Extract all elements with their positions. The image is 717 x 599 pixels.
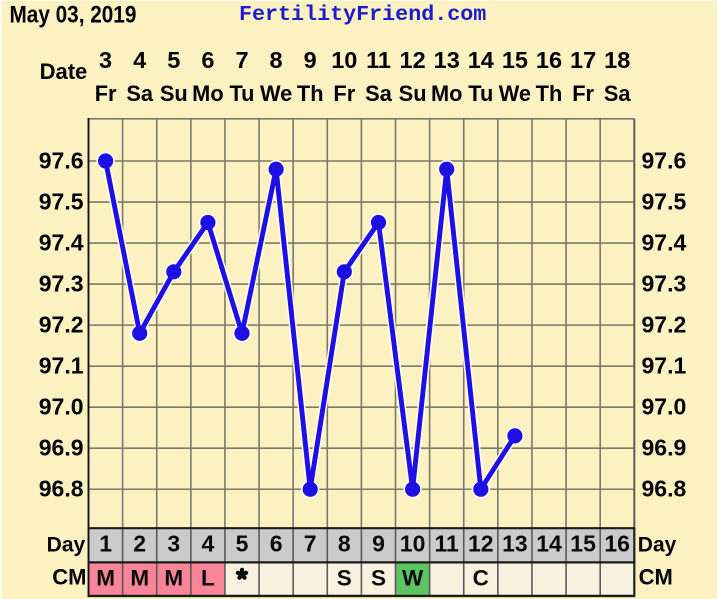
svg-text:13: 13: [502, 531, 528, 557]
svg-text:Tu: Tu: [468, 81, 493, 106]
svg-text:Sa: Sa: [365, 81, 393, 106]
svg-text:7: 7: [235, 47, 248, 73]
svg-text:9: 9: [372, 531, 385, 557]
svg-text:8: 8: [338, 531, 351, 557]
svg-text:15: 15: [570, 531, 596, 557]
svg-text:M: M: [96, 566, 115, 591]
svg-text:97.5: 97.5: [642, 188, 687, 214]
svg-text:Su: Su: [399, 81, 427, 106]
svg-text:3: 3: [167, 531, 180, 557]
svg-text:5: 5: [167, 47, 180, 73]
svg-text:Fr: Fr: [95, 81, 117, 106]
svg-text:96.8: 96.8: [642, 476, 687, 502]
svg-text:6: 6: [201, 47, 214, 73]
svg-text:C: C: [473, 566, 489, 591]
svg-text:7: 7: [304, 531, 317, 557]
svg-text:We: We: [260, 81, 292, 106]
svg-text:6: 6: [270, 531, 283, 557]
svg-text:CM: CM: [639, 564, 673, 589]
svg-text:CM: CM: [52, 564, 86, 589]
svg-text:Th: Th: [536, 81, 563, 106]
svg-text:Tu: Tu: [229, 81, 254, 106]
svg-text:Sa: Sa: [604, 81, 632, 106]
svg-text:18: 18: [604, 47, 630, 73]
svg-text:9: 9: [304, 47, 317, 73]
svg-text:97.2: 97.2: [39, 312, 84, 338]
svg-text:10: 10: [400, 531, 426, 557]
svg-text:5: 5: [236, 531, 249, 557]
svg-text:1: 1: [99, 531, 112, 557]
svg-text:17: 17: [570, 47, 596, 73]
svg-text:14: 14: [468, 47, 494, 73]
svg-text:3: 3: [99, 47, 112, 73]
svg-text:97.5: 97.5: [39, 188, 84, 214]
svg-text:Mo: Mo: [431, 81, 462, 106]
svg-text:Su: Su: [160, 81, 188, 106]
svg-text:Day: Day: [47, 534, 86, 557]
svg-text:12: 12: [400, 47, 426, 73]
svg-text:97.0: 97.0: [39, 394, 84, 420]
svg-text:8: 8: [270, 47, 283, 73]
svg-text:Fr: Fr: [333, 81, 355, 106]
svg-text:FertilityFriend.com: FertilityFriend.com: [239, 2, 486, 27]
svg-text:2: 2: [133, 531, 146, 557]
svg-text:Fr: Fr: [572, 81, 594, 106]
svg-text:S: S: [371, 566, 386, 591]
svg-text:97.4: 97.4: [642, 230, 687, 256]
svg-text:Date: Date: [40, 59, 88, 84]
svg-text:97.4: 97.4: [39, 230, 84, 256]
svg-text:14: 14: [536, 531, 562, 557]
svg-text:97.1: 97.1: [39, 353, 84, 379]
svg-text:4: 4: [133, 47, 146, 73]
svg-text:Th: Th: [297, 81, 324, 106]
svg-text:15: 15: [502, 47, 528, 73]
svg-text:M: M: [130, 566, 149, 591]
svg-text:12: 12: [468, 531, 494, 557]
svg-text:Mo: Mo: [192, 81, 223, 106]
svg-text:Day: Day: [638, 534, 677, 557]
svg-text:96.8: 96.8: [39, 476, 84, 502]
svg-text:97.3: 97.3: [642, 271, 687, 297]
svg-text:4: 4: [202, 531, 215, 557]
svg-text:96.9: 96.9: [642, 435, 687, 461]
svg-text:11: 11: [366, 47, 391, 73]
svg-text:97.0: 97.0: [642, 394, 687, 420]
svg-text:M: M: [164, 566, 183, 591]
svg-text:97.6: 97.6: [39, 147, 84, 173]
svg-text:We: We: [499, 81, 531, 106]
svg-text:L: L: [201, 566, 215, 591]
svg-text:16: 16: [536, 47, 562, 73]
svg-text:16: 16: [604, 531, 630, 557]
svg-text:97.3: 97.3: [39, 271, 84, 297]
svg-text:S: S: [337, 566, 352, 591]
svg-text:May 03, 2019: May 03, 2019: [10, 1, 137, 28]
svg-text:13: 13: [434, 47, 460, 73]
svg-text:Sa: Sa: [126, 81, 154, 106]
svg-text:97.2: 97.2: [642, 312, 687, 338]
svg-text:10: 10: [331, 47, 357, 73]
svg-text:97.6: 97.6: [642, 147, 687, 173]
svg-text:97.1: 97.1: [642, 353, 687, 379]
svg-text:11: 11: [435, 531, 460, 557]
svg-text:W: W: [402, 566, 424, 591]
svg-text:96.9: 96.9: [39, 435, 84, 461]
